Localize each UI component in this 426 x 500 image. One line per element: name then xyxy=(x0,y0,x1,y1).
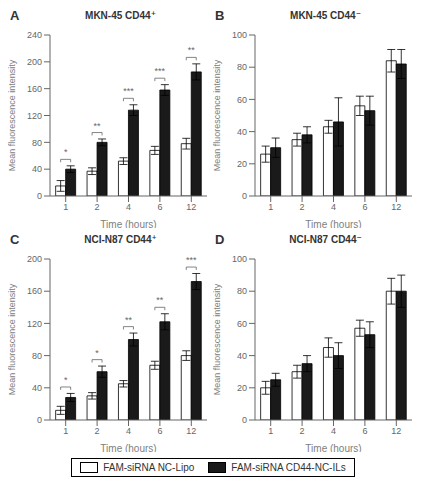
svg-text:20: 20 xyxy=(237,159,247,169)
svg-text:120: 120 xyxy=(27,319,42,329)
svg-text:*: * xyxy=(95,348,99,358)
svg-text:60: 60 xyxy=(237,95,247,105)
svg-text:80: 80 xyxy=(32,138,42,148)
svg-text:12: 12 xyxy=(391,202,401,212)
svg-text:Time (hours): Time (hours) xyxy=(100,219,156,228)
svg-text:1: 1 xyxy=(63,426,68,436)
svg-text:40: 40 xyxy=(32,383,42,393)
svg-text:***: *** xyxy=(155,66,166,76)
svg-text:***: *** xyxy=(186,255,197,265)
svg-text:**: ** xyxy=(188,45,196,55)
svg-text:12: 12 xyxy=(186,202,196,212)
svg-text:12: 12 xyxy=(186,426,196,436)
svg-text:160: 160 xyxy=(27,286,42,296)
svg-text:240: 240 xyxy=(27,30,42,40)
html-text:A: A xyxy=(10,8,20,23)
html-text:MKN-45 CD44⁺: MKN-45 CD44⁺ xyxy=(85,10,156,21)
svg-text:100: 100 xyxy=(232,254,247,264)
svg-text:6: 6 xyxy=(157,202,162,212)
svg-text:Time (hours): Time (hours) xyxy=(305,443,361,452)
svg-text:Time (hours): Time (hours) xyxy=(305,219,361,228)
html-text:C: C xyxy=(10,232,20,247)
html-text:D: D xyxy=(215,232,225,247)
svg-text:80: 80 xyxy=(32,351,42,361)
svg-text:60: 60 xyxy=(237,319,247,329)
svg-text:4: 4 xyxy=(126,426,131,436)
svg-text:0: 0 xyxy=(37,415,42,425)
html-text:MKN-45 CD44⁻: MKN-45 CD44⁻ xyxy=(290,10,361,21)
svg-text:0: 0 xyxy=(242,191,247,201)
html-text:B: B xyxy=(215,8,225,23)
svg-text:4: 4 xyxy=(126,202,131,212)
svg-text:40: 40 xyxy=(32,164,42,174)
svg-text:4: 4 xyxy=(331,426,336,436)
svg-text:6: 6 xyxy=(157,426,162,436)
svg-text:**: ** xyxy=(94,121,102,131)
svg-text:40: 40 xyxy=(237,127,247,137)
svg-text:*: * xyxy=(64,147,68,157)
svg-text:4: 4 xyxy=(331,202,336,212)
svg-text:100: 100 xyxy=(232,30,247,40)
html-text:FAM-siRNA CD44-NC-ILs: FAM-siRNA CD44-NC-ILs xyxy=(231,462,346,473)
svg-text:Mean fluorescence intensity: Mean fluorescence intensity xyxy=(8,59,17,171)
svg-text:12: 12 xyxy=(391,426,401,436)
html-text:NCI-N87 CD44⁻: NCI-N87 CD44⁻ xyxy=(289,234,362,245)
svg-text:120: 120 xyxy=(27,111,42,121)
svg-text:40: 40 xyxy=(237,351,247,361)
svg-text:20: 20 xyxy=(237,383,247,393)
svg-text:Time (hours): Time (hours) xyxy=(100,443,156,452)
svg-text:**: ** xyxy=(125,315,133,325)
svg-text:0: 0 xyxy=(37,191,42,201)
svg-text:***: *** xyxy=(123,86,134,96)
svg-text:0: 0 xyxy=(242,415,247,425)
svg-text:2: 2 xyxy=(300,426,305,436)
svg-text:1: 1 xyxy=(268,202,273,212)
svg-text:160: 160 xyxy=(27,84,42,94)
html-text:NCI-N87 CD44⁺: NCI-N87 CD44⁺ xyxy=(84,234,157,245)
svg-text:Mean fluorescence intensity: Mean fluorescence intensity xyxy=(213,283,222,395)
svg-text:6: 6 xyxy=(362,426,367,436)
svg-text:80: 80 xyxy=(237,286,247,296)
svg-text:**: ** xyxy=(156,295,164,305)
svg-text:2: 2 xyxy=(300,202,305,212)
svg-text:Mean fluorescence intensity: Mean fluorescence intensity xyxy=(213,59,222,171)
svg-text:1: 1 xyxy=(63,202,68,212)
svg-text:200: 200 xyxy=(27,254,42,264)
svg-text:1: 1 xyxy=(268,426,273,436)
svg-text:2: 2 xyxy=(95,202,100,212)
svg-text:2: 2 xyxy=(95,426,100,436)
svg-text:200: 200 xyxy=(27,57,42,67)
svg-text:Mean fluorescence intensity: Mean fluorescence intensity xyxy=(8,283,17,395)
svg-text:80: 80 xyxy=(237,62,247,72)
svg-text:6: 6 xyxy=(362,202,367,212)
html-text:FAM-siRNA NC-Lipo: FAM-siRNA NC-Lipo xyxy=(103,462,195,473)
svg-text:*: * xyxy=(64,375,68,385)
